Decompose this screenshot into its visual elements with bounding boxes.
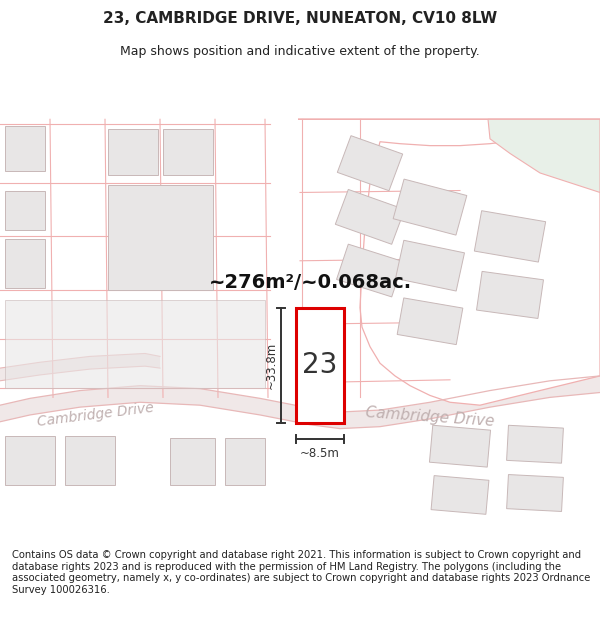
Polygon shape — [5, 126, 45, 171]
Text: Map shows position and indicative extent of the property.: Map shows position and indicative extent… — [120, 45, 480, 58]
Polygon shape — [337, 244, 403, 297]
Polygon shape — [397, 298, 463, 344]
Polygon shape — [298, 119, 600, 405]
Polygon shape — [393, 179, 467, 235]
Polygon shape — [225, 438, 265, 485]
Text: 23: 23 — [302, 351, 338, 379]
Polygon shape — [170, 438, 215, 485]
Text: 23, CAMBRIDGE DRIVE, NUNEATON, CV10 8LW: 23, CAMBRIDGE DRIVE, NUNEATON, CV10 8LW — [103, 11, 497, 26]
Polygon shape — [0, 376, 600, 429]
Polygon shape — [488, 119, 600, 192]
Polygon shape — [5, 191, 45, 229]
Text: Cambridge Drive: Cambridge Drive — [36, 401, 154, 429]
Polygon shape — [430, 425, 491, 467]
Polygon shape — [5, 300, 265, 388]
Polygon shape — [335, 189, 404, 244]
Text: Contains OS data © Crown copyright and database right 2021. This information is : Contains OS data © Crown copyright and d… — [12, 550, 590, 595]
Polygon shape — [395, 240, 464, 291]
Text: Cambridge Drive: Cambridge Drive — [365, 405, 495, 429]
Bar — [296, 308, 344, 422]
Polygon shape — [0, 354, 160, 381]
Polygon shape — [108, 129, 158, 175]
Polygon shape — [431, 476, 489, 514]
Polygon shape — [108, 184, 213, 290]
Polygon shape — [5, 436, 55, 485]
Polygon shape — [337, 136, 403, 191]
Polygon shape — [475, 211, 545, 262]
Text: ~276m²/~0.068ac.: ~276m²/~0.068ac. — [208, 272, 412, 292]
Polygon shape — [506, 425, 563, 463]
Polygon shape — [163, 129, 213, 175]
Polygon shape — [476, 271, 544, 319]
Text: ~8.5m: ~8.5m — [300, 446, 340, 459]
Polygon shape — [5, 239, 45, 288]
Text: ~33.8m: ~33.8m — [265, 341, 277, 389]
Polygon shape — [506, 474, 563, 511]
Polygon shape — [65, 436, 115, 485]
